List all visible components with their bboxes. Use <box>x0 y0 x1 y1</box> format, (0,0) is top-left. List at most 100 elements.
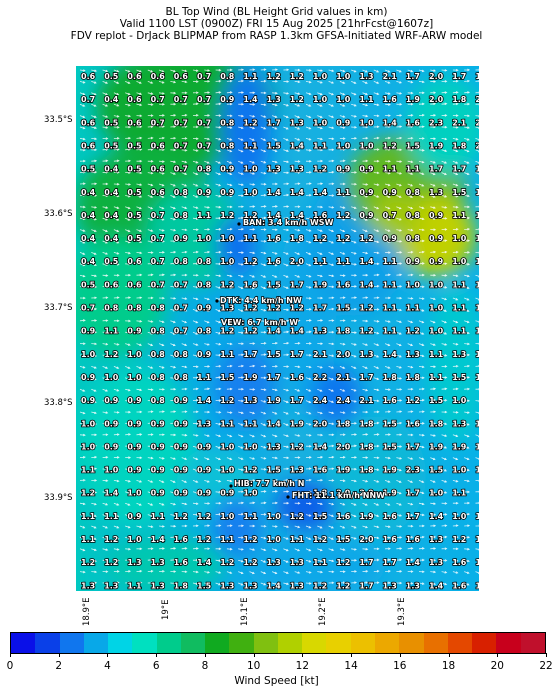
wind-arrow <box>430 172 436 176</box>
wind-arrow <box>294 490 301 493</box>
wind-arrow <box>215 205 222 209</box>
wind-arrow <box>441 513 448 516</box>
wind-arrow <box>238 331 244 334</box>
wind-arrow <box>305 353 312 357</box>
wind-arrow <box>147 331 154 335</box>
wind-arrow <box>407 80 414 84</box>
wind-arrow <box>272 171 278 175</box>
wind-arrow <box>113 400 120 403</box>
wind-arrow <box>351 479 357 483</box>
wind-arrow <box>430 468 436 472</box>
wind-arrow <box>192 343 199 346</box>
wind-arrow <box>91 388 97 392</box>
colorbar-tick <box>351 653 353 657</box>
wind-arrow <box>464 227 471 231</box>
wind-arrow <box>102 467 109 471</box>
wind-arrow <box>102 400 109 403</box>
wind-arrow <box>362 525 368 529</box>
grid-value: 1.2 <box>290 95 304 104</box>
wind-arrow <box>113 502 120 506</box>
wind-arrow <box>79 274 86 278</box>
wind-arrow <box>226 445 233 449</box>
colorbar-tick-label: 4 <box>104 660 111 672</box>
wind-arrow <box>147 125 154 129</box>
wind-arrow <box>305 525 312 529</box>
wind-arrow <box>373 525 380 529</box>
wind-arrow <box>430 285 437 289</box>
grid-value: 0.7 <box>174 95 188 104</box>
wind-arrow <box>351 229 357 233</box>
grid-value: 0.9 <box>359 165 374 174</box>
wind-arrow <box>147 308 154 311</box>
wind-arrow <box>475 183 479 186</box>
wind-arrow <box>305 138 312 141</box>
wind-arrow <box>362 125 369 129</box>
grid-value: 1.0 <box>81 442 96 451</box>
wind-arrow <box>396 251 403 254</box>
grid-value: 1.9 <box>336 466 351 475</box>
wind-arrow <box>260 467 267 471</box>
wind-arrow <box>452 149 459 153</box>
wind-arrow <box>226 239 233 243</box>
grid-value: 1.2 <box>104 535 118 544</box>
wind-arrow <box>181 387 188 391</box>
wind-arrow <box>159 172 165 175</box>
wind-arrow <box>181 320 188 324</box>
wind-arrow <box>384 331 391 335</box>
wind-arrow <box>192 69 199 72</box>
wind-arrow <box>294 330 301 334</box>
wind-arrow <box>136 456 143 460</box>
grid-value: 1.2 <box>406 327 420 336</box>
wind-arrow <box>317 525 323 529</box>
wind-arrow <box>170 206 176 210</box>
wind-arrow <box>351 103 357 107</box>
wind-arrow <box>181 228 188 232</box>
wind-arrow <box>396 445 403 448</box>
wind-arrow <box>384 217 391 221</box>
wind-arrow <box>294 353 301 357</box>
wind-arrow <box>91 263 97 267</box>
wind-arrow <box>125 92 131 96</box>
wind-arrow <box>452 501 459 505</box>
wind-arrow <box>147 491 154 495</box>
wind-arrow <box>102 456 109 459</box>
wind-arrow <box>91 229 97 232</box>
wind-arrow <box>475 479 479 483</box>
grid-value: 0.8 <box>174 373 189 382</box>
wind-arrow <box>407 172 414 175</box>
grid-value: 0.9 <box>197 442 212 451</box>
wind-arrow <box>158 69 165 73</box>
wind-arrow <box>373 103 380 107</box>
wind-arrow <box>362 171 369 174</box>
wind-arrow <box>294 68 301 72</box>
grid-value: 1.2 <box>104 350 118 359</box>
wind-arrow <box>125 307 132 311</box>
wind-arrow <box>272 478 278 482</box>
wind-arrow <box>373 491 380 495</box>
grid-value: 1.4 <box>197 558 212 567</box>
wind-arrow <box>317 81 323 84</box>
grid-value: 0.9 <box>220 165 235 174</box>
grid-value: 1.0 <box>81 350 96 359</box>
grid-value: 1.7 <box>452 165 466 174</box>
wind-arrow <box>181 513 188 517</box>
wind-arrow <box>317 170 324 174</box>
colorbar-swatch <box>302 633 327 653</box>
wind-arrow <box>362 479 369 483</box>
wind-arrow <box>328 455 335 459</box>
wind-arrow <box>362 444 369 448</box>
wind-arrow <box>125 171 132 174</box>
wind-arrow <box>328 126 335 130</box>
wind-arrow <box>181 183 188 187</box>
wind-arrow <box>430 239 437 243</box>
wind-arrow <box>441 297 448 301</box>
wind-arrow <box>136 240 143 244</box>
wind-arrow <box>475 239 479 243</box>
wind-arrow <box>113 114 120 118</box>
grid-value: 1.0 <box>104 373 119 382</box>
wind-arrow <box>452 262 459 266</box>
wind-arrow <box>79 126 86 130</box>
wind-arrow <box>181 309 188 312</box>
wind-arrow <box>384 468 391 472</box>
wind-arrow <box>204 285 211 289</box>
